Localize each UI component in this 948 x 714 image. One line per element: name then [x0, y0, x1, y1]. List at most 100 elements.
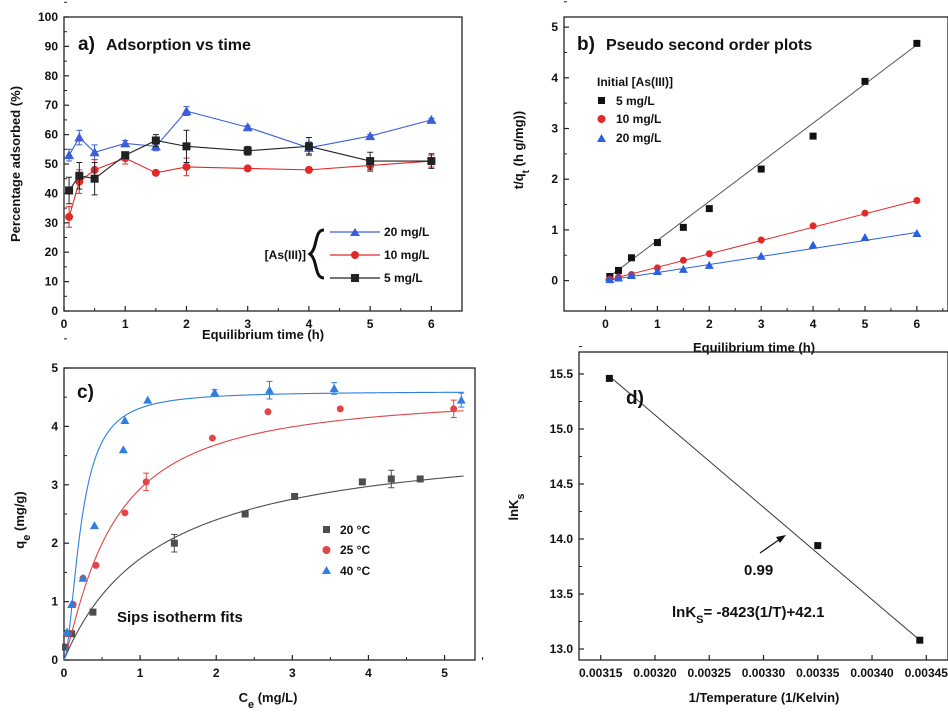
legend-label-5: 5 mg/L [384, 271, 423, 285]
data-point [182, 142, 191, 151]
x-tick-label: 3 [758, 317, 765, 331]
legend-marker-10 [351, 251, 359, 259]
y-tick-label: 3 [551, 122, 558, 136]
panel-c-annotation: Sips isotherm fits [117, 609, 243, 626]
data-point [243, 164, 252, 173]
data-point [913, 196, 921, 204]
y-tick-label: 10 [45, 275, 59, 289]
panel-a-ylabel: Percentage adsorbed (%) [8, 86, 23, 242]
x-tick-label: 0.00315 [579, 666, 623, 680]
data-point [65, 186, 74, 195]
panel-b-frame [563, 16, 948, 312]
panel-b-xlabel: Equilibrium time (h) [693, 340, 815, 355]
y-tick-label: 50 [45, 157, 59, 171]
data-point [265, 385, 274, 394]
x-tick-label: 4 [365, 666, 372, 680]
x-tick-label: 0.00325 [688, 666, 732, 680]
data-point [627, 254, 635, 262]
legend-marker-20 [597, 134, 606, 142]
data-point [808, 240, 818, 249]
series-line [68, 110, 432, 156]
data-point [242, 122, 253, 132]
panel-a-legend: [As(III)] 20 mg/L 10 mg/L 5 mg/L [265, 225, 430, 285]
data-point [757, 165, 765, 173]
y-tick-label: 70 [45, 98, 59, 112]
x-tick-label: 2 [706, 317, 713, 331]
data-point [78, 573, 88, 582]
data-point [118, 445, 128, 454]
data-point [243, 146, 252, 155]
legend-title: Initial [As(III)] [597, 75, 673, 89]
data-point [809, 222, 817, 230]
data-point [92, 561, 100, 569]
data-point [366, 157, 375, 166]
panel-c-legend: 20 °C 25 °C 40 °C [322, 523, 370, 578]
legend-marker-40c [322, 566, 331, 574]
data-point [416, 475, 424, 483]
panel-b-marks [605, 39, 922, 284]
legend-marker-25c [322, 546, 331, 554]
data-point [170, 539, 178, 547]
y-tick-label: 4 [51, 419, 58, 433]
x-tick-label: 5 [441, 666, 448, 680]
panel-d: 0.00315 0.00320 0.00325 0.00330 0.00335 0.003… [506, 346, 948, 705]
y-tick-label: 15.5 [550, 367, 574, 381]
data-point [181, 106, 192, 116]
fit-line [609, 375, 921, 641]
x-tick-label: 0.00320 [633, 666, 677, 680]
data-point [62, 643, 70, 651]
data-point [705, 250, 713, 258]
data-point [142, 478, 150, 486]
data-point [861, 209, 869, 217]
data-point [120, 416, 130, 425]
legend-label-10: 10 mg/L [384, 248, 429, 262]
y-tick-label: 4 [551, 71, 558, 85]
data-point [291, 492, 299, 500]
data-point [74, 132, 85, 142]
data-point [67, 600, 77, 609]
panel-a-marks [64, 106, 437, 228]
data-point [916, 636, 924, 644]
legend-label-20: 20 mg/L [616, 131, 661, 145]
data-point [365, 131, 376, 141]
data-point [679, 223, 687, 231]
x-tick-label: 6 [914, 317, 921, 331]
x-tick-label: 3 [244, 317, 251, 331]
y-tick-label: 14.5 [550, 477, 574, 491]
y-tick-label: 1 [551, 223, 558, 237]
panel-b-ticks: 0 1 2 3 4 5 6 0 1 2 3 4 5 [551, 1, 944, 331]
panel-d-marks [605, 374, 924, 644]
y-tick-label: 2 [51, 536, 58, 550]
data-point [704, 260, 714, 269]
data-point [427, 157, 436, 166]
x-tick-label: 5 [862, 317, 869, 331]
data-point [121, 151, 130, 160]
panel-c-ticks: 0 1 2 3 4 5 0 1 2 3 4 5 [51, 338, 484, 680]
panel-d-xlabel: 1/Temperature (1/Kelvin) [689, 690, 840, 705]
legend-marker-5 [351, 274, 359, 282]
y-tick-label: 40 [45, 186, 59, 200]
x-tick-label: 0.00340 [850, 666, 894, 680]
legend-label-20: 20 mg/L [384, 225, 429, 239]
panel-a-letter: a) [78, 34, 95, 55]
panel-b-title: Pseudo second order plots [606, 37, 812, 54]
data-point [264, 408, 272, 416]
data-point [614, 266, 622, 274]
sips-fit-curve [63, 475, 464, 661]
y-tick-label: 5 [51, 361, 58, 375]
data-point [241, 510, 249, 518]
x-tick-label: 4 [306, 317, 313, 331]
data-point [678, 264, 688, 273]
data-point [605, 374, 613, 382]
x-tick-label: 0.00345 [905, 666, 948, 680]
data-point [65, 212, 74, 221]
y-tick-label: 13.0 [550, 642, 574, 656]
legend-marker-5 [598, 97, 605, 104]
panel-a-xlabel: Equilibrium time (h) [202, 327, 324, 342]
data-point [860, 233, 870, 241]
y-tick-label: 15.0 [550, 422, 574, 436]
y-tick-label: 2 [551, 172, 558, 186]
